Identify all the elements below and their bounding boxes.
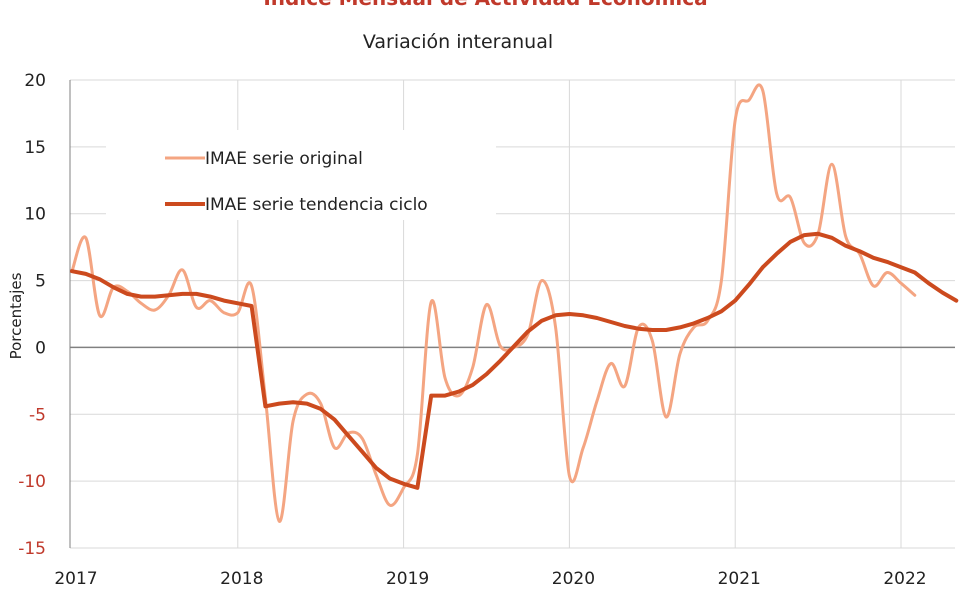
series-line-original [70,83,917,523]
x-tick-label: 2022 [883,569,926,589]
chart-title: Índice Mensual de Actividad Económica [0,0,971,10]
series-line-trend [70,231,959,490]
y-tick-labels: 20 15 10 5 0 -5 -10 -15 [18,71,46,559]
y-tick-label: 10 [24,205,46,225]
series-layer [70,83,959,523]
legend: IMAE serie original IMAE serie tendencia… [106,130,496,220]
x-tick-label: 2021 [718,569,761,589]
y-tick-label: -15 [18,539,46,559]
x-tick-labels: 2017 2018 2019 2020 2021 2022 [54,569,926,589]
y-tick-label: -5 [29,405,46,425]
y-tick-label: 0 [35,338,46,358]
x-tick-label: 2020 [552,569,595,589]
y-tick-label: 15 [24,138,46,158]
y-tick-label: 5 [35,272,46,292]
x-tick-label: 2019 [386,569,429,589]
legend-label-original: IMAE serie original [205,149,363,169]
legend-label-trend: IMAE serie tendencia ciclo [205,195,428,215]
y-tick-label: -10 [18,472,46,492]
x-tick-label: 2018 [220,569,263,589]
y-axis-label: Porcentajes [7,272,25,359]
y-tick-label: 20 [24,71,46,91]
x-tick-label: 2017 [54,569,97,589]
chart-subtitle: Variación interanual [362,31,554,53]
